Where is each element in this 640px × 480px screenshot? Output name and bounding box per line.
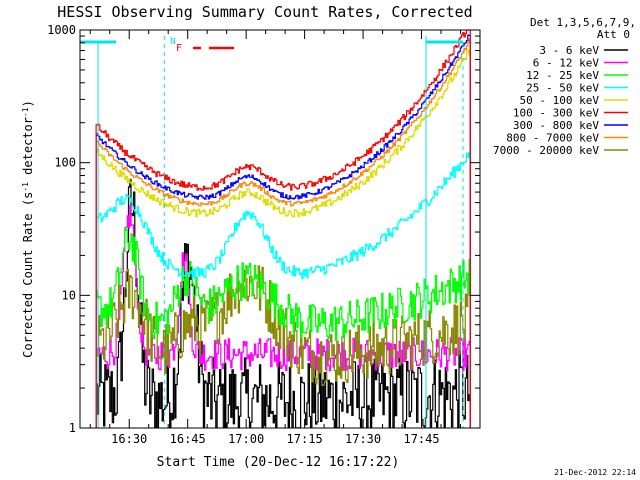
y-tick-label: 1: [69, 421, 76, 435]
y-axis-label-sup1: -1: [21, 182, 30, 192]
x-tick-label: 17:15: [287, 432, 323, 446]
axis-layer: 1 10 100 1000 16:30 16:45 17:00 17:15 17:30 17:45: [47, 23, 481, 446]
legend-label: 12 - 25 keV: [526, 69, 599, 82]
series-line-300-800-keV: [95, 34, 471, 428]
legend-label: 25 - 50 keV: [526, 82, 599, 95]
series-line-25-50-keV: [95, 146, 471, 428]
y-axis-label-mid: detector: [21, 117, 35, 182]
y-tick-label: 10: [62, 288, 76, 302]
x-tick-label: 16:30: [111, 432, 147, 446]
flare-flag-label: F: [176, 43, 182, 54]
x-tick-label: 17:00: [228, 432, 264, 446]
y-axis-label-main: Corrected Count Rate (s: [21, 192, 35, 358]
legend-label: 7000 - 20000 keV: [493, 144, 599, 157]
legend-label: 300 - 800 keV: [513, 119, 599, 132]
chart-title: HESSI Observing Summary Count Rates, Cor…: [57, 3, 472, 21]
x-tick-label: 16:45: [170, 432, 206, 446]
night-marker-label: N: [170, 37, 175, 47]
series-line-100-300-keV: [95, 29, 471, 428]
timestamp: 21-Dec-2012 22:14: [554, 468, 636, 477]
y-axis-label-sup2: -1: [21, 107, 30, 117]
y-axis-label: Corrected Count Rate (s-1 detector-1): [21, 100, 36, 358]
legend-header-line-2: Att 0: [597, 28, 630, 41]
y-axis-label-end: ): [21, 100, 35, 107]
series-line-7000-20000-keV: [95, 265, 471, 428]
legend-label: 50 - 100 keV: [520, 94, 600, 107]
y-tick-label: 100: [54, 156, 76, 170]
y-tick-label: 1000: [47, 23, 76, 37]
series-line-12-25-keV: [95, 227, 471, 428]
x-tick-label: 17:45: [403, 432, 439, 446]
series-line-50-100-keV: [95, 49, 471, 428]
marker-layer: NF: [80, 36, 464, 428]
legend-label: 100 - 300 keV: [513, 107, 599, 120]
x-tick-label: 17:30: [345, 432, 381, 446]
plot-frame: [79, 29, 481, 429]
legend-header-line-1: Det 1,3,5,6,7,9,: [530, 16, 636, 29]
series-line-800-7000-keV: [95, 38, 471, 428]
legend-label: 3 - 6 keV: [539, 44, 599, 57]
legend-label: 6 - 12 keV: [533, 57, 600, 70]
x-axis-label: Start Time (20-Dec-12 16:17:22): [157, 455, 400, 470]
legend-label: 800 - 7000 keV: [506, 132, 599, 145]
